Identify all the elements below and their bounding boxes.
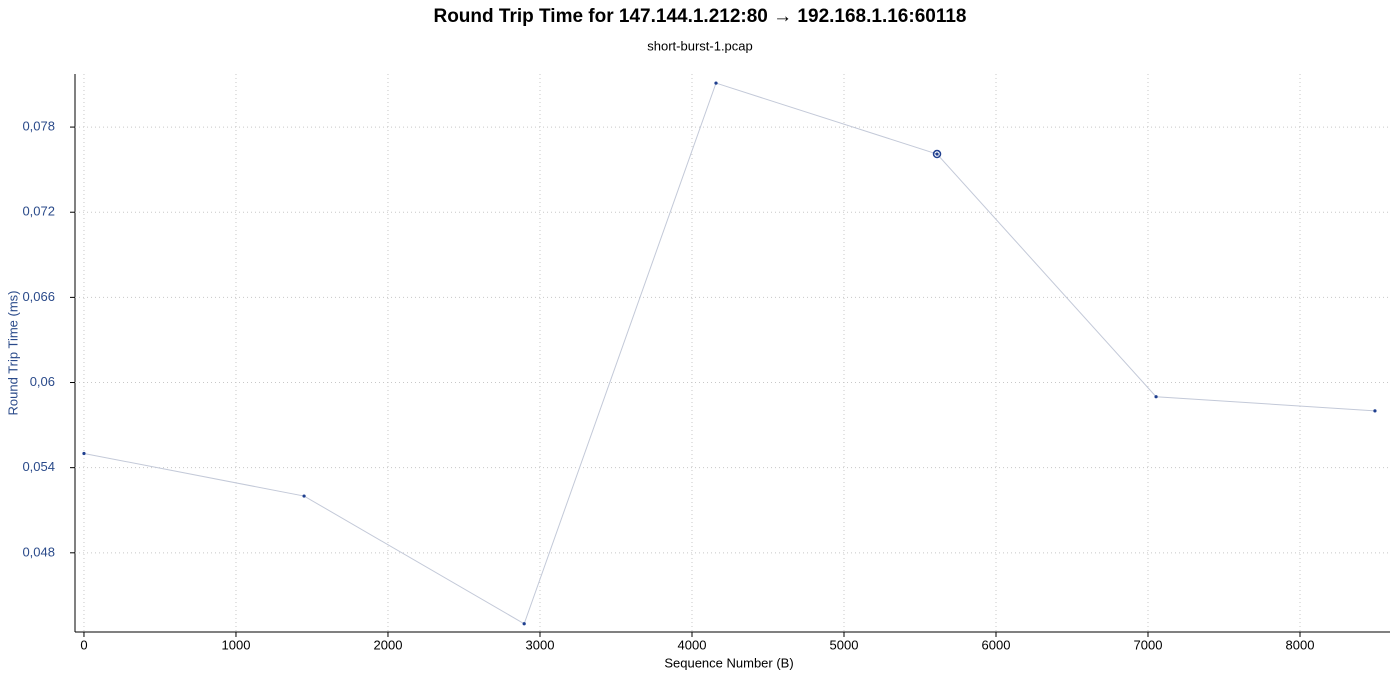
y-tick-label: 0,072 <box>22 204 55 219</box>
y-tick-label: 0,048 <box>22 544 55 559</box>
y-axis-label: Round Trip Time (ms) <box>5 291 20 416</box>
series-line <box>83 82 1375 625</box>
data-point <box>82 451 86 456</box>
x-tick-label: 6000 <box>982 637 1011 652</box>
y-tick-label: 0,066 <box>22 289 55 304</box>
y-tick-label: 0,06 <box>30 374 55 389</box>
chart-title: Round Trip Time for 147.144.1.212:80 → 1… <box>433 6 966 27</box>
data-point <box>714 81 718 85</box>
x-tick-label: 5000 <box>830 637 859 652</box>
data-point <box>1373 409 1377 413</box>
x-tick-label: 0 <box>80 637 87 652</box>
y-tick-label: 0,078 <box>22 119 55 134</box>
y-tick-label: 0,054 <box>22 459 55 474</box>
data-point <box>935 152 939 156</box>
highlight-ring <box>932 149 942 159</box>
data-point <box>522 622 526 626</box>
x-tick-label: 3000 <box>526 637 555 652</box>
x-tick-label: 8000 <box>1286 637 1315 652</box>
x-tick-label: 1000 <box>222 637 251 652</box>
data-point <box>302 494 306 498</box>
chart-subtitle: short-burst-1.pcap <box>647 38 753 53</box>
x-tick-label: 2000 <box>374 637 403 652</box>
x-tick-label: 4000 <box>678 637 707 652</box>
x-axis-label: Sequence Number (B) <box>664 655 793 670</box>
data-point <box>1154 395 1158 399</box>
x-tick-label: 7000 <box>1134 637 1163 652</box>
